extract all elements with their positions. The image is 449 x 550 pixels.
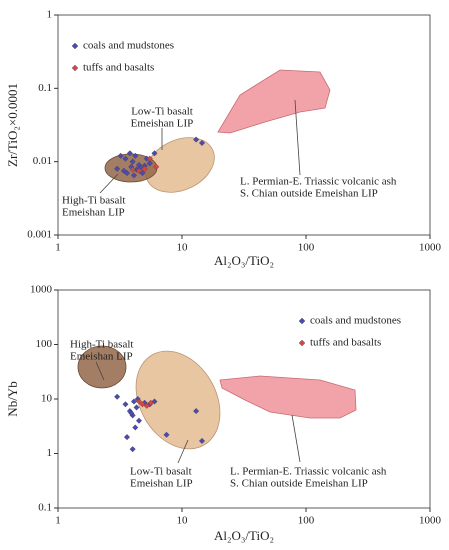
- legend-marker: [71, 64, 79, 72]
- data-point: [153, 163, 160, 170]
- data-point: [122, 155, 129, 162]
- y-tick-label: 100: [36, 338, 53, 350]
- x-tick-label: 1: [55, 515, 61, 527]
- annotation: L. Permian-E. Triassic volcanic ash: [240, 176, 397, 188]
- data-point: [122, 401, 129, 408]
- data-point: [123, 170, 130, 177]
- y-tick-label: 1000: [30, 284, 53, 296]
- data-point: [123, 434, 130, 441]
- legend-label: tuffs and basalts: [310, 337, 381, 349]
- x-tick-label: 1000: [419, 515, 442, 527]
- annotation: Emeishan LIP: [130, 478, 193, 490]
- data-point: [126, 150, 133, 157]
- data-point: [151, 150, 158, 157]
- y-tick-label: 0.01: [33, 155, 52, 167]
- y-axis-label: Zr/TiO₂×0.0001: [5, 83, 20, 167]
- data-point: [139, 401, 146, 408]
- annotation: Emeishan LIP: [62, 207, 125, 219]
- data-point: [132, 424, 139, 431]
- legend-label: coals and mudstones: [83, 40, 174, 52]
- field-volcanic-ash: [217, 69, 331, 134]
- field-volcanic-ash: [219, 375, 357, 419]
- annotation: High-Ti basalt: [62, 195, 125, 207]
- data-point: [163, 431, 170, 438]
- data-point: [198, 437, 206, 444]
- leader-line: [294, 99, 301, 176]
- y-tick-label: 10: [41, 393, 53, 405]
- data-point: [135, 417, 143, 424]
- leader-line: [95, 361, 105, 381]
- legend-label: coals and mudstones: [310, 315, 401, 327]
- data-point: [129, 166, 136, 173]
- data-point: [143, 402, 150, 409]
- y-tick-label: 1: [47, 9, 53, 21]
- data-point: [133, 404, 140, 411]
- data-point: [129, 158, 136, 165]
- annotation: S. Chian outside Emeishan LIP: [240, 188, 378, 200]
- data-point: [151, 398, 158, 405]
- leader-line: [177, 439, 189, 464]
- legend-label: tuffs and basalts: [83, 62, 154, 74]
- data-point: [146, 155, 153, 162]
- legend-marker: [298, 317, 306, 325]
- annotation: High-Ti basalt: [70, 339, 133, 351]
- y-axis-label: Nb/Yb: [5, 381, 20, 416]
- data-point: [146, 160, 153, 167]
- data-point: [128, 410, 135, 417]
- data-point: [120, 167, 127, 174]
- legend-marker: [298, 339, 306, 347]
- y-tick-label: 0.001: [27, 229, 52, 241]
- data-point: [130, 398, 137, 405]
- field-low-ti: [135, 350, 221, 450]
- x-tick-label: 100: [298, 242, 315, 254]
- annotation: Low-Ti basalt: [130, 466, 192, 478]
- x-tick-label: 1: [55, 242, 61, 254]
- plot-frame: [57, 14, 431, 236]
- data-point: [198, 139, 206, 146]
- field-high-ti: [77, 345, 127, 389]
- data-point: [129, 446, 136, 453]
- y-tick-label: 0.1: [38, 502, 52, 514]
- field-low-ti: [145, 137, 215, 193]
- leader-line: [99, 173, 119, 194]
- data-point: [114, 165, 121, 172]
- annotation: Low-Ti basalt: [131, 106, 193, 118]
- annotation: L. Permian-E. Triassic volcanic ash: [230, 466, 387, 478]
- data-point: [141, 165, 148, 172]
- legend-marker: [71, 42, 79, 50]
- x-tick-label: 1000: [419, 242, 442, 254]
- leader-line: [291, 414, 301, 463]
- x-axis-label: Al₂O₃/TiO₂: [214, 253, 274, 268]
- data-point: [130, 172, 137, 179]
- data-point: [132, 152, 139, 159]
- annotation: S. Chian outside Emeishan LIP: [230, 478, 368, 490]
- y-tick-label: 1: [47, 447, 53, 459]
- data-point: [193, 408, 200, 415]
- annotation: Emeishan LIP: [131, 118, 194, 130]
- x-tick-label: 10: [177, 242, 189, 254]
- data-point: [117, 152, 124, 159]
- x-tick-label: 10: [177, 515, 189, 527]
- data-point: [135, 167, 143, 174]
- data-point: [193, 136, 200, 143]
- x-axis-label: Al₂O₃/TiO₂: [214, 528, 274, 543]
- data-point: [114, 393, 121, 400]
- y-tick-label: 0.1: [38, 82, 52, 94]
- data-point: [147, 399, 154, 406]
- annotation: Emeishan LIP: [70, 351, 133, 363]
- data-point: [135, 398, 143, 405]
- x-tick-label: 100: [298, 515, 315, 527]
